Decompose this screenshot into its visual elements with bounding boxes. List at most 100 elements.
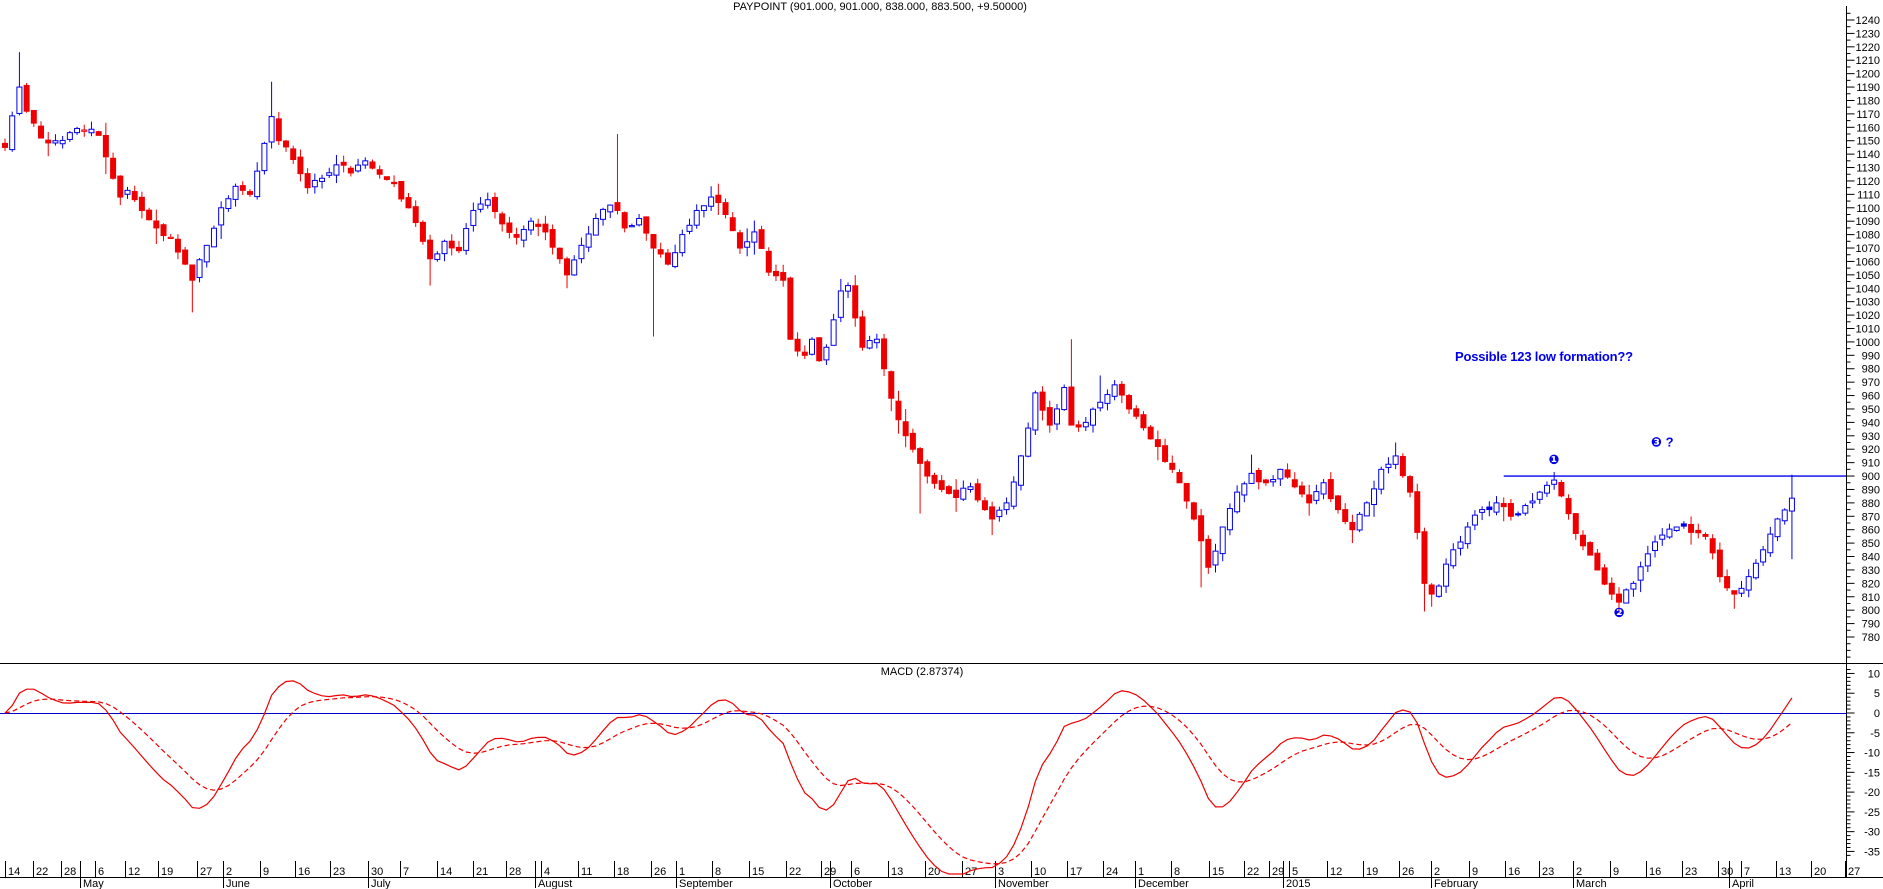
svg-text:950: 950 (1862, 404, 1880, 416)
svg-text:1180: 1180 (1856, 95, 1880, 107)
svg-text:9: 9 (1472, 866, 1478, 878)
svg-text:810: 810 (1862, 592, 1880, 604)
svg-text:880: 880 (1862, 498, 1880, 510)
svg-text:2: 2 (1576, 866, 1582, 878)
svg-text:830: 830 (1862, 565, 1880, 577)
svg-text:800: 800 (1862, 605, 1880, 617)
svg-text:November: November (998, 878, 1049, 889)
svg-text:16: 16 (1508, 866, 1520, 878)
svg-text:5: 5 (1874, 688, 1880, 700)
svg-text:1010: 1010 (1856, 323, 1880, 335)
svg-text:6: 6 (98, 866, 104, 878)
svg-text:8: 8 (715, 866, 721, 878)
svg-text:1110: 1110 (1857, 189, 1880, 201)
svg-text:9: 9 (263, 866, 269, 878)
annotation-possible-123-low: Possible 123 low formation?? (1455, 349, 1633, 364)
svg-text:19: 19 (1366, 866, 1378, 878)
svg-text:9: 9 (1613, 866, 1619, 878)
svg-text:1030: 1030 (1856, 297, 1880, 309)
svg-text:15: 15 (752, 866, 764, 878)
svg-text:22: 22 (1247, 866, 1259, 878)
svg-text:-25: -25 (1864, 807, 1880, 819)
svg-text:21: 21 (476, 866, 488, 878)
svg-text:October: October (833, 878, 872, 889)
svg-text:1170: 1170 (1856, 109, 1880, 121)
svg-text:February: February (1434, 878, 1479, 889)
svg-text:1090: 1090 (1856, 216, 1880, 228)
svg-text:2: 2 (1434, 866, 1440, 878)
svg-text:-5: -5 (1870, 728, 1880, 740)
panel-frame (0, 6, 1883, 878)
svg-text:980: 980 (1862, 364, 1880, 376)
candlestick-series (2, 52, 1795, 613)
svg-text:September: September (679, 878, 733, 889)
svg-text:1100: 1100 (1856, 203, 1880, 215)
svg-text:17: 17 (1070, 866, 1082, 878)
svg-text:870: 870 (1862, 511, 1880, 523)
svg-text:1050: 1050 (1856, 270, 1880, 282)
svg-text:13: 13 (1779, 866, 1791, 878)
svg-text:930: 930 (1862, 431, 1880, 443)
svg-text:4: 4 (544, 866, 550, 878)
svg-text:April: April (1732, 878, 1754, 889)
svg-text:26: 26 (654, 866, 666, 878)
svg-text:16: 16 (298, 866, 310, 878)
svg-text:1240: 1240 (1856, 15, 1880, 27)
svg-text:1150: 1150 (1856, 136, 1880, 148)
marker-pivot-1: ❶ (1549, 452, 1560, 467)
svg-text:900: 900 (1862, 471, 1880, 483)
svg-text:1220: 1220 (1856, 42, 1880, 54)
svg-text:890: 890 (1862, 484, 1880, 496)
svg-text:2: 2 (226, 866, 232, 878)
svg-text:940: 940 (1862, 417, 1880, 429)
svg-text:1140: 1140 (1856, 149, 1880, 161)
x-axis: May June July August September October Novembe… (5, 861, 1860, 889)
svg-text:-30: -30 (1864, 827, 1880, 839)
svg-text:29: 29 (1272, 866, 1284, 878)
svg-text:14: 14 (8, 866, 20, 878)
svg-text:7: 7 (1744, 866, 1750, 878)
svg-text:18: 18 (617, 866, 629, 878)
svg-text:1120: 1120 (1856, 176, 1880, 188)
svg-text:22: 22 (36, 866, 48, 878)
pivot-markers: ❶ ❷ ❸ ? (1549, 435, 1674, 620)
svg-text:20: 20 (928, 866, 940, 878)
svg-text:May: May (83, 878, 104, 889)
macd-signal-line (4, 695, 1793, 865)
svg-text:12: 12 (1330, 866, 1342, 878)
svg-text:960: 960 (1862, 391, 1880, 403)
svg-text:1210: 1210 (1856, 55, 1880, 67)
svg-text:June: June (226, 878, 250, 889)
svg-text:1060: 1060 (1856, 256, 1880, 268)
svg-text:19: 19 (161, 866, 173, 878)
svg-text:1160: 1160 (1856, 122, 1880, 134)
svg-text:910: 910 (1862, 458, 1880, 470)
svg-text:16: 16 (1649, 866, 1661, 878)
svg-text:27: 27 (965, 866, 977, 878)
svg-text:8: 8 (1174, 866, 1180, 878)
svg-text:1230: 1230 (1856, 28, 1880, 40)
svg-text:20: 20 (1814, 866, 1826, 878)
svg-text:28: 28 (64, 866, 76, 878)
svg-text:780: 780 (1862, 632, 1880, 644)
svg-text:30: 30 (1721, 866, 1733, 878)
macd-axis: 10 5 0 -5 -10 -15 -20 -25 -30 -35 (1846, 668, 1880, 858)
svg-text:1: 1 (679, 866, 685, 878)
svg-text:1040: 1040 (1856, 283, 1880, 295)
svg-text:1080: 1080 (1856, 230, 1880, 242)
svg-text:860: 860 (1862, 525, 1880, 537)
macd-indicator-title: MACD (2.87374) (880, 666, 964, 678)
svg-text:0: 0 (1874, 708, 1880, 720)
svg-text:28: 28 (509, 866, 521, 878)
svg-text:-20: -20 (1864, 787, 1880, 799)
macd-lines (4, 680, 1793, 875)
svg-text:30: 30 (371, 866, 383, 878)
svg-text:12: 12 (128, 866, 140, 878)
svg-text:1190: 1190 (1856, 82, 1880, 94)
svg-text:14: 14 (440, 866, 452, 878)
svg-text:August: August (538, 878, 572, 889)
svg-text:26: 26 (1402, 866, 1414, 878)
svg-text:1070: 1070 (1856, 243, 1880, 255)
